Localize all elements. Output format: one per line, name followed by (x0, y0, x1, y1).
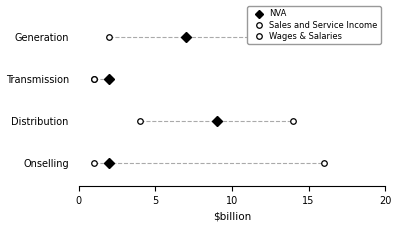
X-axis label: $billion: $billion (213, 211, 251, 222)
Legend: NVA, Sales and Service Income, Wages & Salaries: NVA, Sales and Service Income, Wages & S… (247, 6, 381, 44)
